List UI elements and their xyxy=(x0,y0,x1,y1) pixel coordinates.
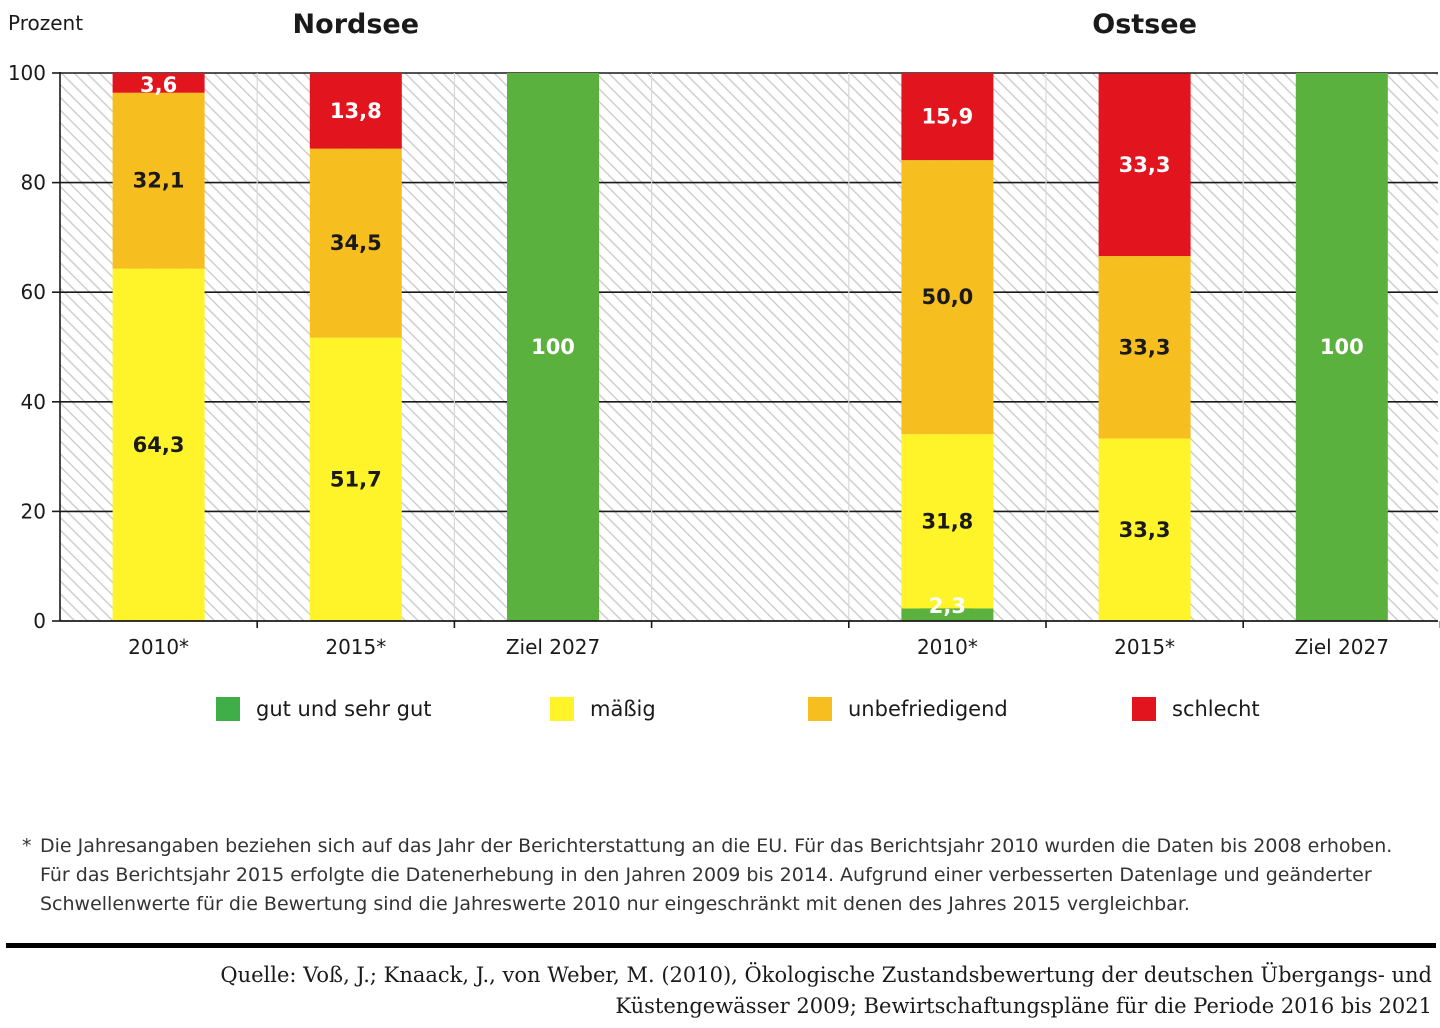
source-line: Küstengewässer 2009; Bewirtschaftungsplä… xyxy=(615,994,1432,1018)
legend-item: unbefriedigend xyxy=(808,697,1008,721)
y-tick-label: 20 xyxy=(21,499,46,523)
footnote-star: * xyxy=(22,835,32,857)
y-axis-label: Prozent xyxy=(8,11,83,35)
column-dividers xyxy=(256,73,1244,621)
bar-segment xyxy=(112,268,205,621)
bar-value-label: 32,1 xyxy=(133,169,185,193)
footnote-line: Die Jahresangaben beziehen sich auf das … xyxy=(40,835,1393,857)
y-tick-label: 0 xyxy=(33,609,46,633)
legend-item: mäßig xyxy=(550,697,656,721)
legend-swatch xyxy=(216,697,240,721)
source-line: Quelle: Voß, J.; Knaack, J., von Weber, … xyxy=(220,963,1432,987)
bar-value-label: 50,0 xyxy=(921,285,973,309)
bar-value-label: 13,8 xyxy=(330,99,382,123)
footnote-line: Für das Berichtsjahr 2015 erfolgte die D… xyxy=(40,864,1372,886)
bar-value-label: 33,3 xyxy=(1119,335,1171,359)
bar-value-label: 51,7 xyxy=(330,467,382,491)
bar-segment xyxy=(507,73,599,621)
bar-segment xyxy=(309,148,402,338)
y-tick-label: 80 xyxy=(21,171,46,195)
legend-label: mäßig xyxy=(590,697,656,721)
x-tick-label: Ziel 2027 xyxy=(506,635,600,659)
group-title: Ostsee xyxy=(1092,9,1197,40)
legend-label: unbefriedigend xyxy=(848,697,1008,721)
bar-segment xyxy=(1098,256,1191,439)
divider-rule xyxy=(6,943,1436,948)
bar-segment xyxy=(309,337,402,621)
stacked-bar-chart: 64,3 32,1 3,6 51,7 34,5 13,8 100 2,3 31,8 50,0 15,… xyxy=(8,9,1440,659)
plot-background xyxy=(60,73,1438,621)
bar-segment xyxy=(1098,438,1191,621)
bar-segment xyxy=(112,92,205,269)
x-tick-label: 2010* xyxy=(917,635,978,659)
legend: gut und sehr gut mäßig unbefriedigend schle… xyxy=(0,697,1440,729)
legend-item: schlecht xyxy=(1132,697,1260,721)
chart-texts: 0 20 40 60 80 100 Prozent Nordsee 2010* 2015* Ziel… xyxy=(8,9,1389,659)
legend-label: schlecht xyxy=(1172,697,1260,721)
bar-segment xyxy=(1295,73,1388,621)
axes xyxy=(52,72,1440,628)
bar-labels: 64,3 32,1 3,6 51,7 34,5 13,8 100 2,3 31,8 50,0 15,… xyxy=(133,73,1364,618)
bars xyxy=(112,73,1388,621)
bar-value-label: 34,5 xyxy=(330,231,382,255)
bar-segment xyxy=(901,160,994,435)
gridlines xyxy=(60,72,1438,513)
bar-segment xyxy=(309,73,402,149)
x-tick-label: 2010* xyxy=(128,635,189,659)
bar-value-label: 3,6 xyxy=(140,73,177,97)
group-title: Nordsee xyxy=(293,9,419,40)
bar-value-label: 15,9 xyxy=(921,105,973,129)
bar-segment xyxy=(901,73,994,161)
x-tick-label: 2015* xyxy=(1114,635,1175,659)
legend-label: gut und sehr gut xyxy=(256,697,432,721)
y-tick-label: 100 xyxy=(8,61,46,85)
bar-segment xyxy=(901,434,994,609)
legend-swatch xyxy=(550,697,574,721)
legend-item: gut und sehr gut xyxy=(216,697,432,721)
bar-value-label: 31,8 xyxy=(921,509,973,533)
bar-value-label: 100 xyxy=(531,335,575,359)
bar-value-label: 64,3 xyxy=(133,433,185,457)
legend-swatch xyxy=(808,697,832,721)
bar-value-label: 100 xyxy=(1320,335,1364,359)
y-tick-label: 40 xyxy=(21,390,46,414)
legend-swatch xyxy=(1132,697,1156,721)
y-tick-label: 60 xyxy=(21,280,46,304)
source-citation: Quelle: Voß, J.; Knaack, J., von Weber, … xyxy=(32,960,1432,1022)
x-tick-label: Ziel 2027 xyxy=(1295,635,1389,659)
bar-segment xyxy=(112,73,205,93)
bar-value-label: 2,3 xyxy=(929,594,966,618)
bar-segment xyxy=(1098,73,1191,257)
bar-value-label: 33,3 xyxy=(1119,518,1171,542)
footnote-line: Schwellenwerte für die Bewertung sind di… xyxy=(40,893,1190,915)
bar-value-label: 33,3 xyxy=(1119,153,1171,177)
x-tick-label: 2015* xyxy=(325,635,386,659)
